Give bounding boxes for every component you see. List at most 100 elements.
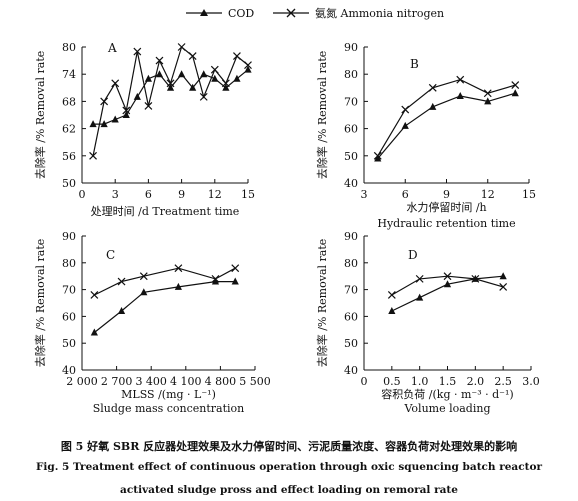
x-tick-label: 15: [522, 188, 536, 201]
ammonia-point: [210, 65, 219, 74]
y-axis-label: 去除率 /% Removal rate: [315, 51, 329, 180]
cod-point: [231, 277, 239, 285]
figure: COD 氨氮 Ammonia nitrogen 0 3 6 9 12 1550566268…: [33, 6, 540, 415]
x-tick-label: 2 700: [101, 375, 133, 388]
x-tick-label: 3 400: [135, 375, 167, 388]
ammonia-point: [89, 151, 97, 160]
y-tick-label: 74: [62, 68, 76, 81]
x-tick-label: 4 100: [170, 375, 202, 388]
cod-point: [122, 111, 130, 118]
cod-point: [401, 121, 409, 129]
x-axis-label: 水力停留时间 /h: [406, 200, 486, 214]
cod-point: [140, 288, 148, 296]
y-tick-label: 40: [62, 364, 76, 377]
y-tick-label: 80: [62, 41, 76, 54]
y-tick-label: 50: [344, 150, 358, 163]
ammonia-point: [211, 274, 220, 283]
y-tick-label: 68: [62, 95, 76, 108]
x-tick-label: 0: [79, 188, 86, 201]
ammonia-point: [415, 274, 424, 283]
y-tick-label: 60: [344, 123, 358, 136]
x-tick-label: 5 500: [239, 375, 271, 388]
ammonia-point: [111, 79, 120, 88]
y-tick-label: 90: [344, 41, 358, 54]
y-tick-label: 80: [344, 68, 358, 81]
ammonia-point: [443, 272, 452, 281]
ammonia-point: [174, 264, 183, 273]
cod-point: [388, 307, 396, 315]
cod-line: [93, 69, 249, 125]
series-cod: [374, 89, 519, 162]
y-tick-label: 50: [344, 337, 358, 350]
cod-line: [94, 281, 236, 333]
cod-point: [499, 272, 507, 280]
cod-point: [178, 70, 186, 78]
series-ammonia: [89, 43, 252, 160]
ammonia-point: [122, 106, 131, 115]
cod-point: [89, 120, 97, 128]
x-tick-label: 6: [402, 188, 409, 201]
ammonia-point: [155, 56, 164, 65]
y-axis-label: 去除率 /% Removal rate: [33, 51, 47, 180]
cod-point: [443, 280, 452, 288]
x-tick-label: 12: [208, 188, 222, 201]
cod-point: [189, 83, 197, 91]
x-tick-label: 1.5: [439, 375, 457, 388]
y-tick-label: 40: [344, 364, 358, 377]
caption-english-line-1: Fig. 5 Treatment effect of continuous op…: [35, 461, 543, 473]
cod-point: [211, 277, 220, 285]
cod-point: [456, 91, 464, 99]
x-axis-label: 处理时间 /d Treatment time: [91, 205, 240, 218]
cod-point: [222, 83, 230, 91]
ammonia-point: [199, 92, 208, 101]
cod-point: [233, 74, 241, 82]
panel-c: 2 000 2 700 3 400 4 100 4 800 5 500 40 50 60 70 80…: [33, 230, 271, 415]
ammonia-point: [133, 47, 142, 56]
legend-cod-marker: [200, 9, 208, 16]
ammonia-point: [387, 291, 396, 299]
x-tick-label: 2.5: [494, 375, 512, 388]
ammonia-point: [166, 79, 175, 88]
panel-label: B: [410, 57, 419, 71]
cod-point: [100, 120, 108, 128]
cod-point: [416, 293, 424, 301]
cod-point: [484, 97, 492, 105]
ammonia-point: [90, 291, 99, 299]
ammonia-point: [471, 274, 480, 283]
y-tick-label: 80: [344, 257, 358, 270]
ammonia-point: [144, 102, 153, 110]
series-cod: [89, 65, 252, 128]
x-tick-label: 9: [178, 188, 185, 201]
x-axis-label: MLSS /(mg · L⁻¹): [121, 388, 216, 401]
ammonia-line: [92, 45, 249, 156]
cod-point: [200, 70, 208, 78]
series-ammonia: [90, 264, 240, 299]
panel-b: 3 6 9 12 15 40 50 60 70 80 90 B 去除率 /% Removal rate 水…: [315, 41, 536, 230]
ammonia-point: [139, 272, 148, 281]
ammonia-point: [483, 89, 492, 98]
cod-point: [144, 74, 152, 82]
cod-point: [133, 92, 141, 100]
panel-label: D: [408, 248, 418, 262]
series-cod: [388, 272, 507, 315]
legend: COD 氨氮 Ammonia nitrogen: [186, 6, 444, 20]
x-tick-label: 15: [241, 188, 255, 201]
y-tick-label: 70: [344, 95, 358, 108]
ammonia-point: [188, 52, 197, 60]
x-axis-label-english: Volume loading: [404, 402, 491, 415]
x-tick-label: 3: [361, 188, 368, 201]
x-tick-label: 0.5: [383, 375, 401, 388]
ammonia-point: [499, 282, 508, 291]
y-tick-label: 90: [62, 230, 76, 243]
ammonia-point: [244, 61, 252, 70]
ammonia-point: [117, 277, 126, 286]
y-tick-label: 70: [62, 284, 76, 297]
y-tick-label: 70: [344, 284, 358, 297]
ammonia-point: [456, 75, 465, 84]
x-axis-label: 容积负荷 /(kg · m⁻³ · d⁻¹): [381, 387, 513, 401]
y-axis-label: 去除率 /% Removal rate: [33, 239, 47, 368]
series-ammonia: [387, 272, 508, 299]
y-axis-label: 去除率 /% Removal rate: [315, 239, 329, 368]
cod-point: [166, 83, 175, 91]
cod-point: [244, 65, 252, 73]
